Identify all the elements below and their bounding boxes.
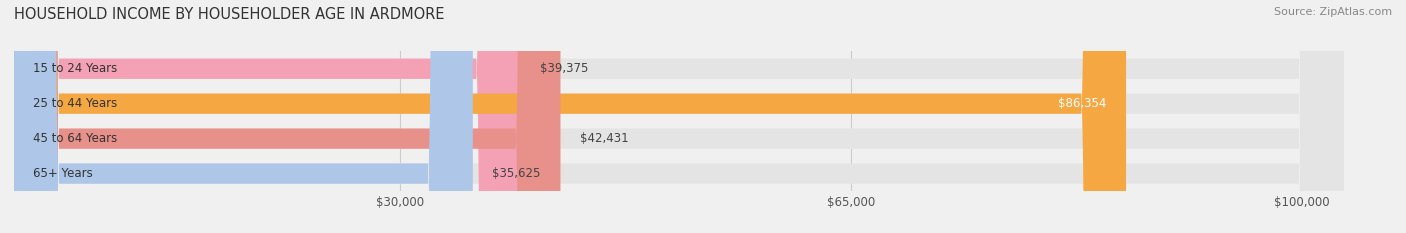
- FancyBboxPatch shape: [14, 0, 1344, 233]
- Text: Source: ZipAtlas.com: Source: ZipAtlas.com: [1274, 7, 1392, 17]
- FancyBboxPatch shape: [14, 0, 1344, 233]
- Text: 65+ Years: 65+ Years: [34, 167, 93, 180]
- Text: 45 to 64 Years: 45 to 64 Years: [34, 132, 118, 145]
- FancyBboxPatch shape: [14, 0, 1344, 233]
- FancyBboxPatch shape: [14, 0, 1344, 233]
- Text: HOUSEHOLD INCOME BY HOUSEHOLDER AGE IN ARDMORE: HOUSEHOLD INCOME BY HOUSEHOLDER AGE IN A…: [14, 7, 444, 22]
- FancyBboxPatch shape: [14, 0, 561, 233]
- FancyBboxPatch shape: [14, 0, 1126, 233]
- Text: 15 to 24 Years: 15 to 24 Years: [34, 62, 118, 75]
- Text: $35,625: $35,625: [492, 167, 540, 180]
- Text: $86,354: $86,354: [1059, 97, 1107, 110]
- Text: 25 to 44 Years: 25 to 44 Years: [34, 97, 118, 110]
- Text: $42,431: $42,431: [579, 132, 628, 145]
- FancyBboxPatch shape: [14, 0, 522, 233]
- Text: $39,375: $39,375: [540, 62, 589, 75]
- FancyBboxPatch shape: [14, 0, 472, 233]
